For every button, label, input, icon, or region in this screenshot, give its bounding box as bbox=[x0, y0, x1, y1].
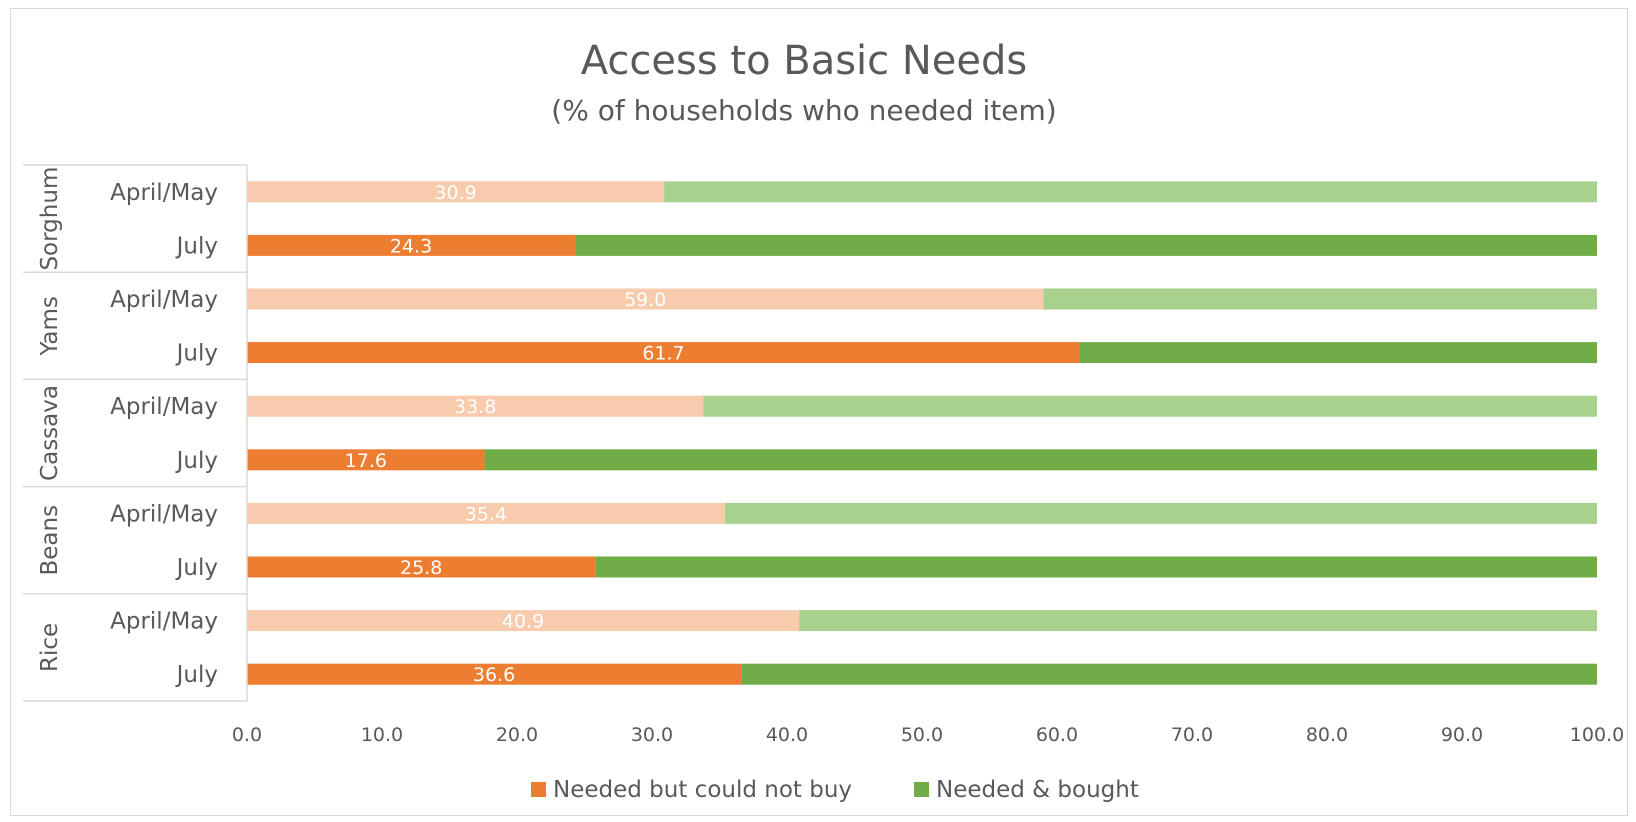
x-tick-label: 20.0 bbox=[496, 724, 538, 746]
group-label: Yams bbox=[37, 296, 63, 356]
data-label: 40.9 bbox=[502, 611, 544, 633]
bar-needed-bought bbox=[724, 502, 1597, 524]
data-label: 33.8 bbox=[454, 396, 496, 418]
data-label: 25.8 bbox=[400, 557, 442, 579]
x-tick-label: 90.0 bbox=[1441, 724, 1483, 746]
bar-needed-bought bbox=[664, 181, 1597, 203]
bar-needed-not-bought bbox=[247, 288, 1044, 310]
bar-needed-bought bbox=[1043, 288, 1597, 310]
bar-needed-bought bbox=[1079, 342, 1597, 364]
data-label: 35.4 bbox=[465, 503, 507, 525]
data-label: 17.6 bbox=[345, 450, 387, 472]
row-label: July bbox=[175, 448, 218, 474]
chart-subtitle: (% of households who needed item) bbox=[551, 94, 1056, 127]
bar-needed-not-bought bbox=[247, 610, 800, 632]
bar-needed-bought bbox=[799, 610, 1597, 632]
bar-needed-bought bbox=[575, 234, 1597, 256]
row-label: April/May bbox=[110, 287, 218, 313]
row-label: July bbox=[175, 555, 218, 581]
row-label: July bbox=[175, 233, 218, 259]
row-label: April/May bbox=[110, 180, 218, 206]
row-label: July bbox=[175, 662, 218, 688]
row-label: April/May bbox=[110, 394, 218, 420]
x-tick-label: 70.0 bbox=[1171, 724, 1213, 746]
legend-swatch bbox=[531, 782, 546, 797]
data-label: 36.6 bbox=[473, 664, 515, 686]
x-axis: 0.0 10.0 20.0 30.0 40.0 50.0 60.0 70.0 80.0 90.0 1… bbox=[23, 164, 1624, 746]
data-label: 30.9 bbox=[434, 182, 476, 204]
data-label: 59.0 bbox=[624, 289, 666, 311]
row-label: July bbox=[175, 341, 218, 367]
bar-needed-not-bought bbox=[247, 449, 485, 471]
chart-title: Access to Basic Needs bbox=[581, 38, 1028, 84]
x-tick-label: 0.0 bbox=[232, 724, 262, 746]
x-tick-label: 10.0 bbox=[361, 724, 403, 746]
bar-needed-not-bought bbox=[247, 502, 725, 524]
bar-needed-not-bought bbox=[247, 342, 1080, 364]
group-label: Cassava bbox=[37, 385, 63, 481]
legend-label: Needed & bought bbox=[936, 777, 1139, 803]
bar-needed-not-bought bbox=[247, 556, 596, 578]
x-tick-label: 50.0 bbox=[901, 724, 943, 746]
x-tick-label: 60.0 bbox=[1036, 724, 1078, 746]
bar-needed-not-bought bbox=[247, 663, 742, 685]
bar-needed-not-bought bbox=[247, 181, 665, 203]
row-label: April/May bbox=[110, 501, 218, 527]
legend-label: Needed but could not buy bbox=[553, 777, 852, 803]
x-tick-label: 80.0 bbox=[1306, 724, 1348, 746]
x-tick-label: 30.0 bbox=[631, 724, 673, 746]
bar-needed-not-bought bbox=[247, 234, 576, 256]
bar-needed-bought bbox=[703, 395, 1597, 417]
plot-area: April/May 30.9 July 24.3 Sorghum April/May 59.… bbox=[37, 167, 1598, 688]
row-label: April/May bbox=[110, 609, 218, 635]
group-label: Rice bbox=[37, 623, 63, 672]
x-tick-label: 100.0 bbox=[1570, 724, 1624, 746]
bar-needed-bought bbox=[595, 556, 1597, 578]
legend-swatch bbox=[914, 782, 929, 797]
group-label: Beans bbox=[37, 505, 63, 576]
data-label: 61.7 bbox=[642, 343, 684, 365]
x-tick-label: 40.0 bbox=[766, 724, 808, 746]
bar-needed-bought bbox=[741, 663, 1597, 685]
group-label: Sorghum bbox=[37, 167, 63, 271]
legend: Needed but could not buy Needed & bought bbox=[531, 777, 1139, 803]
bar-needed-not-bought bbox=[247, 395, 704, 417]
bar-needed-bought bbox=[484, 449, 1598, 471]
data-label: 24.3 bbox=[390, 235, 432, 257]
